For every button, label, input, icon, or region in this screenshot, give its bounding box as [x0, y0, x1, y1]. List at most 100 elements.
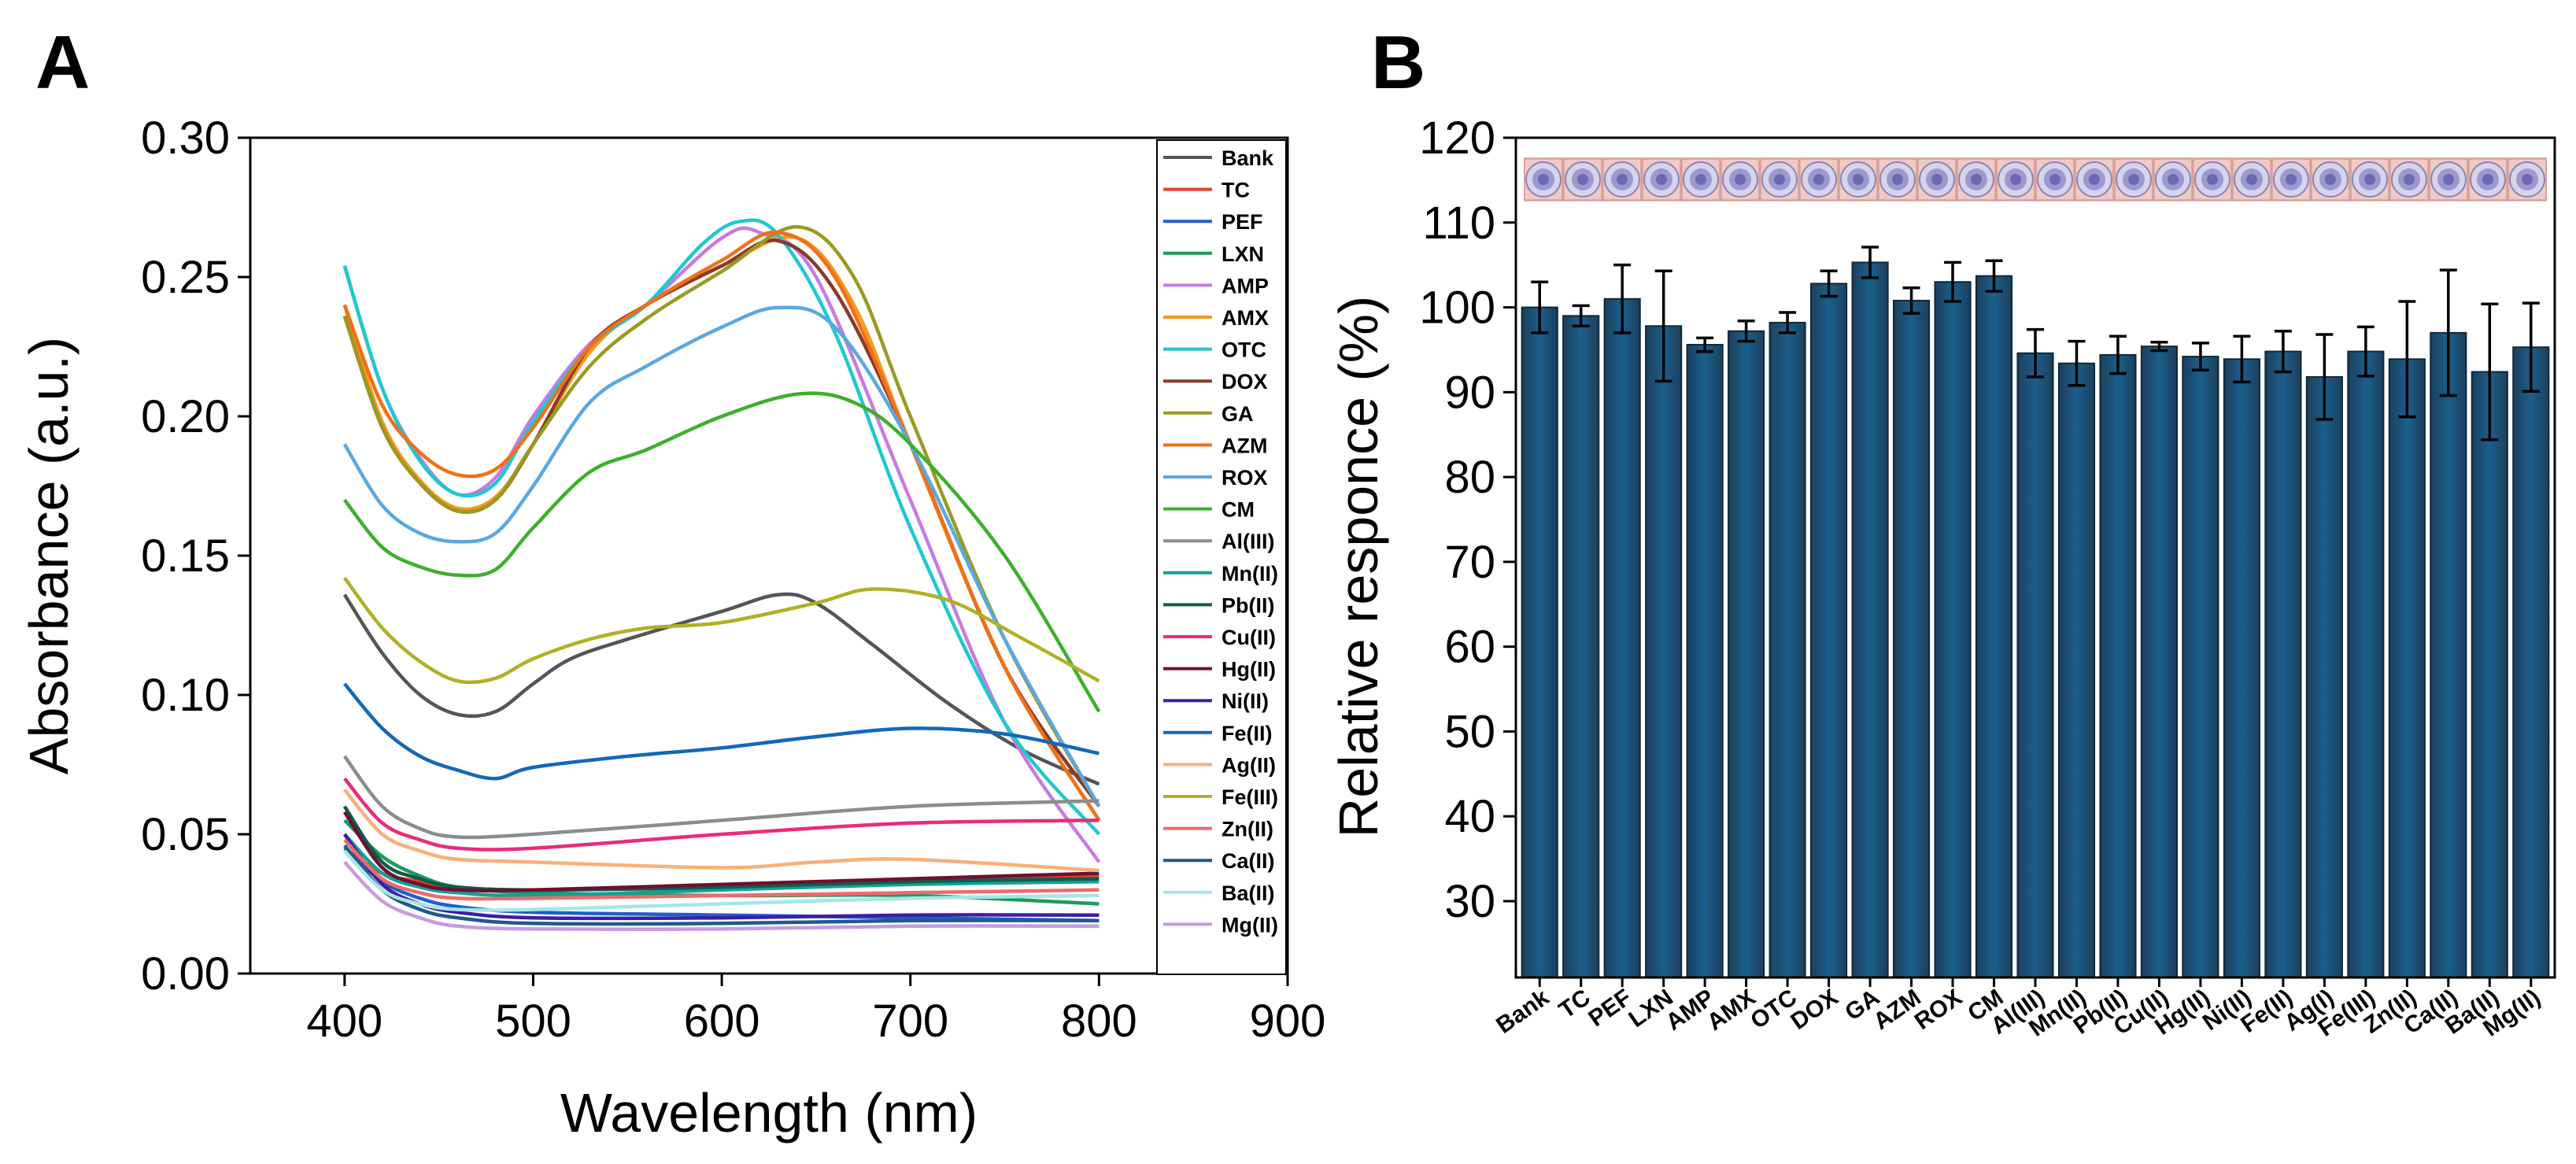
response-bar-OTC	[1768, 321, 1806, 978]
legend-label: Hg(II)	[1221, 658, 1276, 682]
legend-label: Zn(II)	[1221, 818, 1273, 841]
well-center	[2089, 174, 2100, 185]
y-tick-label: 0.25	[141, 252, 230, 303]
response-bar-Ag(I)	[2305, 375, 2343, 978]
well-center	[2404, 174, 2415, 185]
response-bar-Mn(II)	[2057, 362, 2096, 978]
spectrum-line-16	[342, 811, 1100, 892]
response-bar-TC	[1562, 315, 1600, 979]
legend-label: Ni(II)	[1221, 689, 1269, 713]
legend-label: ROX	[1221, 466, 1268, 490]
spectrum-line-17	[342, 833, 1100, 921]
legend-label: Mn(II)	[1221, 562, 1278, 586]
y-tick-label: 0.00	[141, 948, 230, 1000]
well-center	[2128, 174, 2139, 185]
well-center	[2364, 174, 2375, 185]
well-center	[1617, 174, 1628, 185]
legend-label: Bank	[1221, 146, 1274, 170]
response-bar-Fe(III)	[2347, 350, 2385, 979]
y-tick-label: 0.10	[141, 670, 230, 721]
legend-label: Ag(II)	[1221, 753, 1276, 777]
response-bar-DOX	[1810, 283, 1848, 978]
spectrum-line-6	[342, 218, 1101, 836]
absorbance-legend: Bank TC PEF LXN AMP AMX OTC DOX GA AZM ROX CM Al(III…	[1156, 139, 1287, 975]
absorbance-series-group	[342, 218, 1101, 932]
relative-response-bars	[1521, 246, 2550, 979]
spectrum-line-10	[342, 305, 1101, 807]
spectrum-line-8	[342, 225, 1101, 807]
well-center	[2049, 174, 2060, 185]
response-bar-Bank	[1521, 306, 1558, 978]
panel-a: A 400 500 600 700 800 900 0.00 0.05 0.10 0.15 0.20…	[18, 20, 1325, 1144]
y-tick-label: 70	[1444, 537, 1495, 588]
y-tick-label: 0.20	[141, 391, 230, 442]
legend-label: LXN	[1221, 242, 1264, 266]
response-bar-Ca(II)	[2430, 331, 2467, 978]
response-bar-Fe(II)	[2264, 350, 2302, 979]
legend-label: OTC	[1221, 338, 1266, 362]
legend-label: Ba(II)	[1221, 881, 1275, 905]
spectrum-line-24	[343, 860, 1100, 932]
x-tick-label: 800	[1061, 996, 1137, 1047]
well-center	[2325, 174, 2336, 185]
legend-label: GA	[1221, 402, 1254, 426]
response-bar-Ba(II)	[2471, 371, 2508, 978]
legend-label: Fe(III)	[1221, 785, 1278, 809]
well-center	[2207, 174, 2218, 185]
well-center	[1695, 174, 1706, 185]
spectrum-line-15	[343, 777, 1100, 852]
response-bar-Pb(II)	[2099, 353, 2137, 978]
response-bar-LXN	[1645, 325, 1683, 978]
spectrum-line-12	[342, 755, 1100, 840]
well-center	[2443, 174, 2454, 185]
y-tick-label: 30	[1444, 876, 1495, 927]
legend-label: Fe(II)	[1221, 722, 1273, 745]
y-tick-label: 90	[1444, 367, 1495, 418]
response-bar-Mg(II)	[2512, 346, 2550, 978]
response-bar-Cu(II)	[2140, 346, 2179, 978]
absorbance-legend-box	[1156, 139, 1287, 975]
y-tick-label: 0.05	[141, 809, 230, 860]
spectrum-line-22	[343, 844, 1100, 926]
well-center	[1813, 174, 1824, 185]
x-tick-label: 400	[306, 996, 383, 1047]
y-tick-label: 60	[1444, 622, 1495, 673]
x-tick-label: 900	[1250, 996, 1326, 1047]
absorbance-axis-ticks: 400 500 600 700 800 900 0.00 0.05 0.10 0.15 0.20 0.…	[141, 113, 1325, 1047]
response-bar-ROX	[1934, 281, 1972, 978]
well-center	[1931, 174, 1942, 185]
legend-label: Al(III)	[1221, 530, 1275, 553]
legend-label: AZM	[1221, 434, 1267, 457]
response-bar-AMP	[1686, 343, 1724, 978]
response-bar-Zn(II)	[2388, 358, 2426, 978]
well-center	[1538, 174, 1549, 185]
panel-b-letter: B	[1371, 20, 1425, 105]
spectrum-line-2	[343, 847, 1100, 922]
response-bar-Hg(II)	[2182, 356, 2219, 979]
legend-label: Cu(II)	[1221, 626, 1276, 649]
well-center	[2286, 174, 2297, 185]
y-tick-label: 120	[1419, 113, 1495, 164]
legend-label: AMX	[1221, 306, 1269, 330]
legend-label: CM	[1221, 498, 1255, 522]
legend-label: Mg(II)	[1221, 913, 1278, 937]
legend-label: DOX	[1221, 370, 1268, 394]
spectrum-line-21	[343, 838, 1100, 901]
response-bar-Ni(II)	[2223, 358, 2260, 978]
well-center	[1892, 174, 1903, 185]
well-center	[1577, 174, 1588, 185]
well-photo-strip	[1524, 157, 2547, 201]
absorbance-plot: 400 500 600 700 800 900 0.00 0.05 0.10 0.15 0.20 0.…	[18, 113, 1325, 1144]
relative-response-y-axis-title: Relative responce (%)	[1328, 296, 1389, 838]
spectrum-line-13	[343, 833, 1100, 898]
legend-label: TC	[1221, 179, 1250, 202]
well-center	[2168, 174, 2179, 185]
well-center	[1853, 174, 1864, 185]
absorbance-y-axis-title: Absorbance (a.u.)	[18, 337, 79, 774]
response-bar-CM	[1975, 275, 2013, 978]
y-tick-label: 100	[1419, 283, 1495, 334]
well-center	[1971, 174, 1982, 185]
spectrum-line-9	[342, 230, 1101, 822]
